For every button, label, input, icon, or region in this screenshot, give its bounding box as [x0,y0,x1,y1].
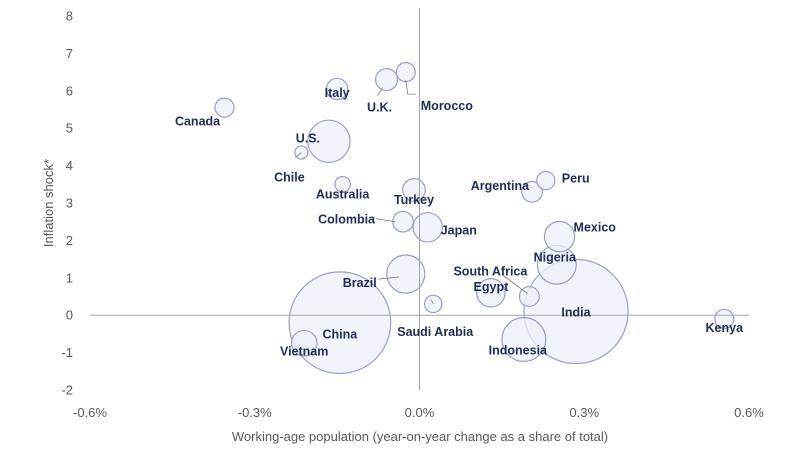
leader-line-brazil [378,276,399,280]
leader-lines-layer [295,80,528,305]
y-tick-label: 4 [66,158,73,173]
x-tick-label: 0.6% [734,405,764,420]
label-nigeria: Nigeria [534,251,577,265]
label-u-k: U.K. [367,101,392,115]
bubble-australia [334,176,351,193]
label-canada: Canada [175,115,221,129]
axes-layer [90,8,749,390]
y-tick-label: 2 [66,233,73,248]
leader-line-south-africa [503,275,528,294]
label-turkey: Turkey [394,193,434,207]
bubbles-layer [214,61,735,375]
x-axis-title: Working-age population (year-on-year cha… [232,429,608,444]
bubble-argentina [521,180,543,203]
x-tick-label: -0.6% [73,405,107,420]
y-tick-labels: -2 -1 0 1 2 3 4 5 6 7 8 [61,9,73,398]
label-china: China [323,328,359,342]
bubble-u-s [307,119,351,163]
label-indonesia: Indonesia [489,344,548,358]
point-labels-layer: Canada Italy U.K. Morocco U.S. Chile Australia… [175,86,744,358]
leader-line-u-k [377,87,383,96]
x-tick-label: -0.3% [238,405,272,420]
bubble-kenya [714,308,735,330]
x-tick-label: 0.3% [569,405,599,420]
label-vietnam: Vietnam [280,344,328,358]
bubble-mexico [543,220,576,253]
bubble-japan [412,212,443,243]
bubble-brazil [386,254,426,294]
y-tick-label: 7 [66,46,73,61]
bubble-colombia [392,210,414,233]
label-kenya: Kenya [706,321,745,335]
label-italy: Italy [325,86,350,100]
label-south-africa: South Africa [453,265,528,279]
label-australia: Australia [316,187,371,201]
y-tick-label: 1 [66,270,73,285]
y-tick-label: -1 [61,345,73,360]
leader-line-chile [295,152,302,158]
label-morocco: Morocco [421,99,473,113]
x-tick-labels: -0.6% -0.3% 0.0% 0.3% 0.6% [73,405,764,420]
leader-line-morocco [405,80,416,95]
y-tick-label: 0 [66,308,73,323]
bubble-egypt [476,278,506,308]
y-tick-label: 3 [66,196,73,211]
y-tick-label: 6 [66,83,73,98]
bubble-peru [536,170,556,191]
label-u-s: U.S. [296,131,320,145]
label-mexico: Mexico [574,221,617,235]
y-tick-label: 8 [66,9,73,24]
bubble-vietnam [290,329,318,357]
bubble-indonesia [501,317,547,363]
label-argentina: Argentina [471,179,530,193]
leader-line-colombia [375,218,396,223]
bubble-chile [294,145,309,160]
y-axis-title: Inflation shock* [41,159,56,247]
label-egypt: Egypt [474,280,510,294]
leader-line-saudi-arabia [430,299,434,305]
label-japan: Japan [441,223,477,237]
x-tick-label: 0.0% [405,405,435,420]
label-colombia: Colombia [318,213,376,227]
bubble-italy [325,77,349,101]
bubble-morocco [395,61,416,83]
y-tick-label: 5 [66,121,73,136]
y-tick-label: -2 [61,383,73,398]
bubble-canada [214,97,235,118]
bubble-u-k [374,68,399,92]
label-brazil: Brazil [343,276,377,290]
label-chile: Chile [274,171,305,185]
label-india: India [561,305,591,319]
label-peru: Peru [562,172,590,186]
label-saudi-arabia: Saudi Arabia [397,325,474,339]
